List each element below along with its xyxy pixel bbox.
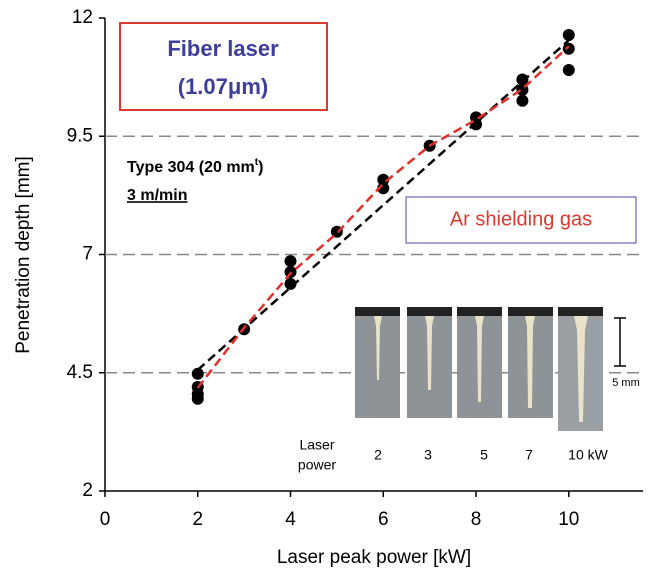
power-value: 7	[525, 447, 533, 463]
power-label: power	[298, 457, 336, 473]
point	[377, 173, 390, 186]
x-tick-label: 8	[471, 509, 482, 530]
annotation: Ar shielding gas	[450, 208, 592, 230]
point	[191, 392, 204, 405]
x-tick-label: 0	[100, 509, 111, 530]
power-value: 2	[374, 447, 382, 463]
scale-label: 5 mm	[612, 377, 640, 389]
annotation: 3 m/min	[127, 187, 187, 204]
y-tick-label: 7	[82, 244, 93, 265]
y-tick-label: 9.5	[67, 125, 93, 146]
point	[562, 42, 575, 55]
point	[284, 277, 297, 290]
point	[562, 29, 575, 42]
annotation: Type 304 (20 mm	[127, 159, 255, 176]
point	[516, 94, 529, 107]
y-tick-label: 4.5	[67, 362, 93, 383]
annotation: (1.07μm)	[178, 74, 269, 99]
annotation: t	[255, 157, 259, 168]
point	[470, 118, 483, 131]
x-tick-label: 10	[558, 509, 579, 530]
point	[284, 255, 297, 268]
annotation: Type 304 (20 mmt)	[127, 157, 263, 177]
annotation: )	[258, 159, 263, 176]
fit-line	[196, 39, 570, 371]
y-tick-label: 2	[82, 480, 93, 501]
power-value: 3	[424, 447, 432, 463]
power-label: Laser	[299, 437, 334, 453]
x-axis-label: Laser peak power [kW]	[277, 547, 471, 568]
y-axis-label: Penetration depth [mm]	[13, 156, 34, 354]
point	[516, 73, 529, 86]
laser-box	[119, 22, 328, 111]
fit-line	[196, 45, 570, 389]
power-value: 10 kW	[568, 447, 608, 463]
y-tick-label: 12	[72, 7, 93, 28]
inset: 5 mm Laser power	[298, 307, 640, 473]
weld-beads	[374, 316, 588, 422]
power-value: 5	[480, 447, 488, 463]
gas-box	[405, 196, 637, 244]
x-tick-label: 4	[285, 509, 296, 530]
point	[191, 367, 204, 380]
point	[562, 64, 575, 77]
x-tick-label: 2	[192, 509, 203, 530]
x-tick-label: 6	[378, 509, 389, 530]
photo-tops	[355, 307, 603, 316]
annotation: Fiber laser	[167, 36, 279, 61]
